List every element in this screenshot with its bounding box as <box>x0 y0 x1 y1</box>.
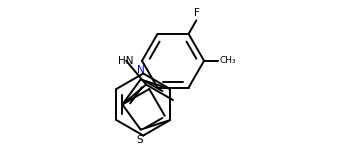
Text: HN: HN <box>119 56 134 66</box>
Text: F: F <box>194 8 200 18</box>
Text: N: N <box>137 65 145 75</box>
Text: S: S <box>136 135 143 145</box>
Text: CH₃: CH₃ <box>220 56 236 65</box>
